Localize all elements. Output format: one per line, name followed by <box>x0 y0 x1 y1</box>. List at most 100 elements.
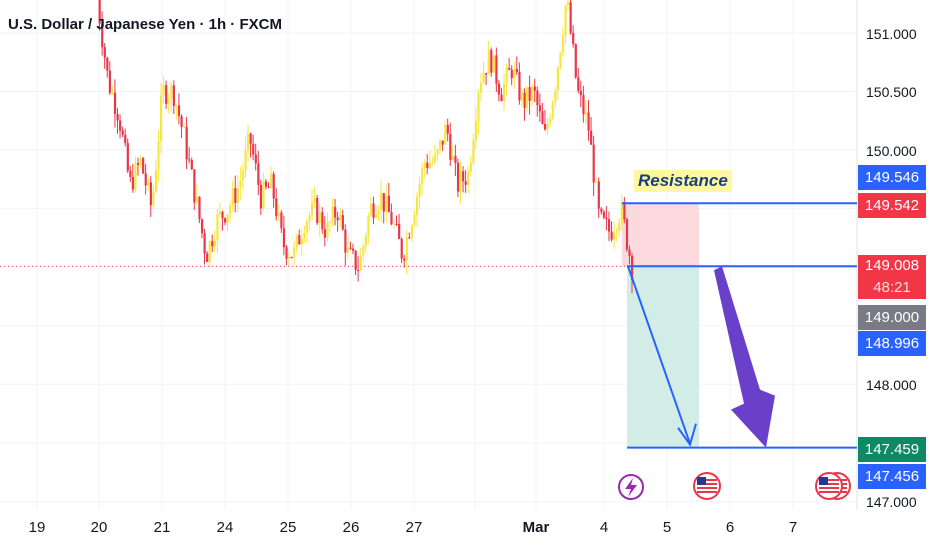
candle-body <box>469 162 472 172</box>
candle-body <box>459 171 462 192</box>
x-tick: 27 <box>405 519 423 536</box>
candle-body <box>282 228 286 248</box>
candle-body <box>433 154 437 162</box>
candle-body <box>431 161 434 163</box>
candle-body <box>257 163 260 185</box>
candle-body <box>564 5 567 36</box>
candle-body <box>287 257 291 259</box>
candle-body <box>472 140 475 163</box>
candle-body <box>316 198 319 224</box>
candle-body <box>602 211 606 218</box>
candle-body <box>290 257 293 259</box>
candle-body <box>559 52 562 68</box>
candle-body <box>244 149 247 171</box>
candle-body <box>149 182 152 206</box>
candle-body <box>293 247 296 258</box>
candle-body <box>262 181 265 209</box>
candle-body <box>538 105 542 112</box>
candle-body <box>331 206 334 223</box>
candle-body <box>403 258 406 261</box>
candle-body <box>364 235 367 246</box>
candle-body <box>144 173 147 186</box>
candle-body <box>172 85 175 106</box>
candle-body <box>631 256 634 280</box>
candle-body <box>142 158 145 174</box>
candle-body <box>126 143 129 171</box>
candle-body <box>464 181 467 185</box>
candle-body <box>162 85 165 96</box>
candle-body <box>497 83 501 95</box>
candle-body <box>556 67 559 91</box>
candle-body <box>523 92 526 108</box>
candle-body <box>98 0 101 24</box>
candle-body <box>482 73 485 83</box>
x-tick: 5 <box>662 519 672 536</box>
x-tick: 6 <box>725 519 735 536</box>
candle-body <box>103 47 106 58</box>
candle-body <box>615 230 618 234</box>
candle-body <box>275 198 278 217</box>
candle-body <box>218 211 222 214</box>
candle-body <box>229 205 232 215</box>
candle-body <box>595 181 598 183</box>
candle-body <box>415 196 419 216</box>
candle-body <box>216 213 219 241</box>
grid <box>0 0 858 510</box>
candle-body <box>582 95 585 115</box>
price-label-target-low: 147.456 <box>858 464 926 489</box>
x-tick: 25 <box>279 519 297 536</box>
candle-body <box>398 223 401 240</box>
candle-body <box>326 222 329 238</box>
price-label-target-top: 147.459 <box>858 437 926 462</box>
candle-body <box>124 134 127 144</box>
candle-body <box>610 231 613 240</box>
candle-body <box>305 221 309 233</box>
candle-body <box>234 188 237 203</box>
candle-body <box>423 162 426 168</box>
candle-body <box>526 87 529 108</box>
candle-body <box>175 105 178 107</box>
candle-body <box>536 90 539 106</box>
candle-body <box>533 86 536 91</box>
y-tick: 150.500 <box>866 84 917 100</box>
lightning-icon <box>618 474 644 500</box>
candle-body <box>600 208 603 212</box>
candle-body <box>323 229 327 238</box>
candle-body <box>387 195 391 213</box>
candle-body <box>236 187 239 203</box>
candle-body <box>492 55 495 73</box>
candle-body <box>180 116 183 127</box>
candle-body <box>628 249 631 257</box>
candle-body <box>362 245 365 256</box>
candle-body <box>413 215 416 226</box>
candle-body <box>382 193 385 212</box>
candle-body <box>518 71 521 101</box>
resistance-label: Resistance <box>634 170 732 192</box>
candle-body <box>313 198 316 203</box>
candle-body <box>528 87 531 101</box>
candle-body <box>208 241 211 262</box>
candle-body <box>193 169 196 203</box>
x-tick: 19 <box>28 519 46 536</box>
price-label-round: 149.000 <box>858 305 926 330</box>
candle-body <box>121 130 124 135</box>
y-tick: 147.000 <box>866 494 917 510</box>
stop-zone <box>622 203 699 267</box>
candle-body <box>200 219 204 234</box>
candle-body <box>369 203 373 216</box>
us-flag-icon <box>815 472 843 500</box>
candle-body <box>395 223 398 225</box>
x-tick: 26 <box>342 519 360 536</box>
candle-body <box>198 196 201 220</box>
candle-body <box>264 181 268 187</box>
candle-body <box>551 102 554 119</box>
candle-body <box>592 144 595 183</box>
candle-body <box>108 70 111 93</box>
candle-body <box>359 255 362 271</box>
candle-body <box>328 222 332 224</box>
candle-body <box>223 218 227 223</box>
candle-body <box>439 140 442 150</box>
candle-body <box>505 67 508 84</box>
candle-body <box>569 2 572 33</box>
